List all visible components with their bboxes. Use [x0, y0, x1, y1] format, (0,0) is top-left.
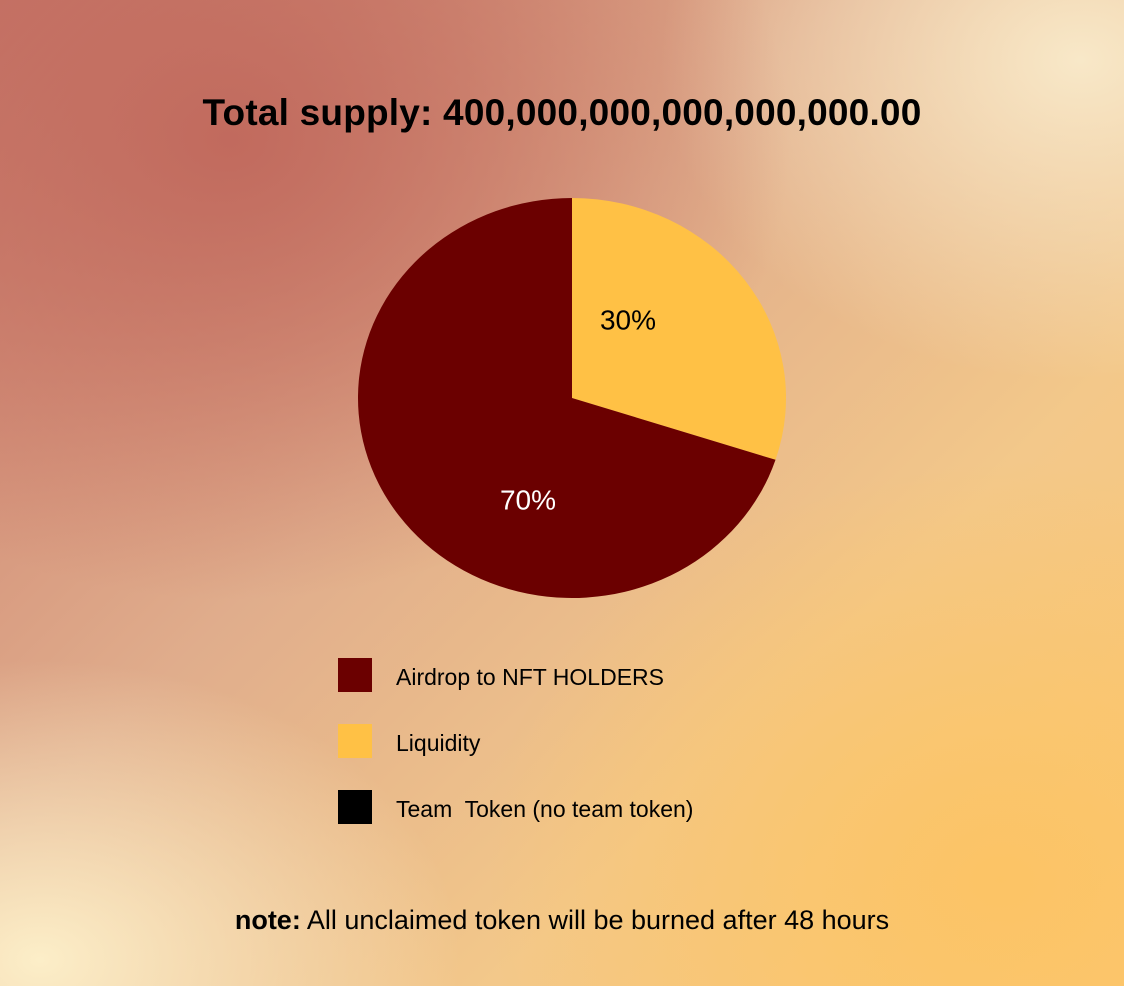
burn-note: note: All unclaimed token will be burned…: [0, 905, 1124, 936]
pie-slice-liquidity: [572, 198, 786, 460]
legend: Airdrop to NFT HOLDERS Liquidity Team To…: [338, 658, 798, 856]
legend-text-liquidity: Liquidity: [396, 730, 481, 756]
legend-text-team-token: Team Token: [396, 796, 526, 822]
legend-label-liquidity: Liquidity: [396, 730, 480, 757]
legend-label-airdrop: Airdrop to NFT HOLDERS: [396, 664, 664, 691]
legend-swatch-team-token: [338, 790, 372, 824]
legend-item-team-token: Team Token (no team token): [338, 790, 798, 824]
total-supply-title: Total supply: 400,000,000,000,000,000.00: [202, 92, 922, 133]
legend-note-team-token: (no team token): [532, 796, 694, 822]
pie-label-liquidity: 30%: [600, 304, 656, 335]
legend-item-airdrop: Airdrop to NFT HOLDERS: [338, 658, 798, 692]
legend-swatch-airdrop: [338, 658, 372, 692]
legend-text-airdrop: Airdrop to NFT HOLDERS: [396, 664, 664, 690]
note-label: note:: [234, 905, 301, 935]
pie-label-airdrop: 70%: [500, 484, 556, 515]
legend-swatch-liquidity: [338, 724, 372, 758]
legend-item-liquidity: Liquidity: [338, 724, 798, 758]
pie-chart-svg: 70% 30%: [358, 198, 786, 598]
pie-slice-airdrop: [358, 198, 776, 598]
legend-label-team-token: Team Token (no team token): [396, 796, 693, 823]
pie-chart: 70% 30%: [356, 196, 788, 600]
note-text: All unclaimed token will be burned after…: [306, 905, 890, 935]
